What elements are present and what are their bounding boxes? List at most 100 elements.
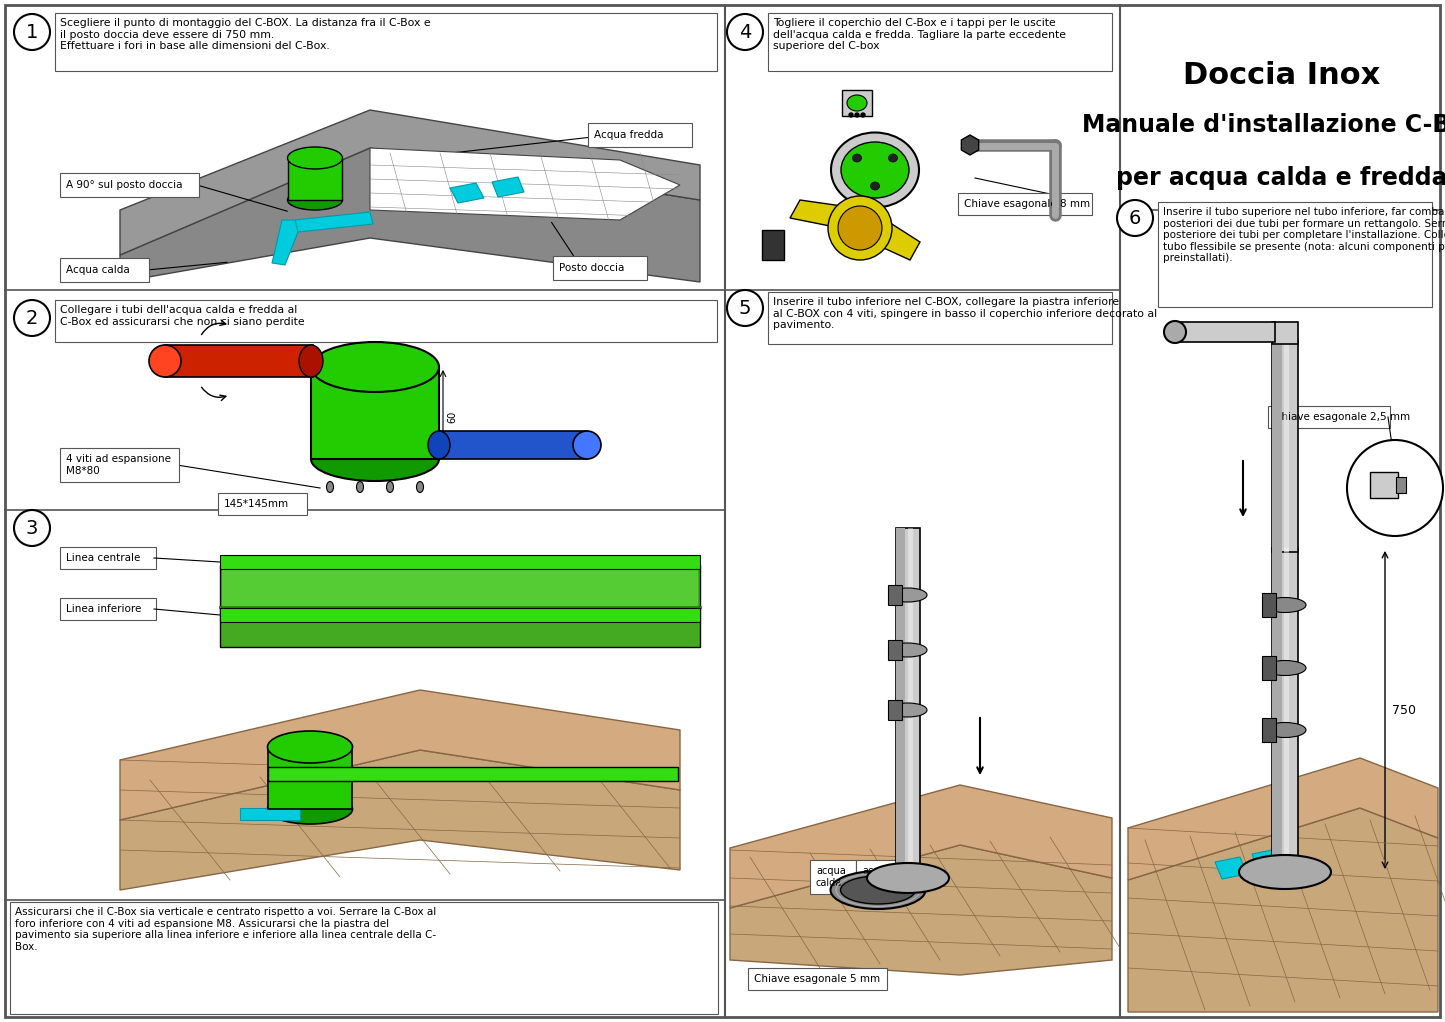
Polygon shape [120,750,681,890]
FancyBboxPatch shape [896,528,920,890]
FancyBboxPatch shape [1285,340,1289,552]
Polygon shape [491,177,525,197]
FancyBboxPatch shape [61,547,156,569]
Text: Inserire il tubo superiore nel tubo inferiore, far combaciare le linee
posterior: Inserire il tubo superiore nel tubo infe… [1163,207,1445,264]
FancyBboxPatch shape [267,747,353,809]
Polygon shape [272,220,298,265]
Ellipse shape [149,345,181,377]
Polygon shape [1251,849,1283,871]
Text: Assicurarsi che il C-Box sia verticale e centrato rispetto a voi. Serrare la C-B: Assicurarsi che il C-Box sia verticale e… [14,907,436,951]
Ellipse shape [847,95,867,111]
Circle shape [727,14,763,50]
Ellipse shape [889,154,897,162]
FancyBboxPatch shape [223,567,698,607]
Ellipse shape [831,133,919,207]
FancyBboxPatch shape [267,766,678,781]
FancyBboxPatch shape [907,528,913,890]
Ellipse shape [311,437,439,481]
Polygon shape [790,200,920,260]
FancyBboxPatch shape [1272,340,1282,552]
Polygon shape [730,785,1113,908]
FancyBboxPatch shape [220,565,699,647]
FancyBboxPatch shape [889,585,902,605]
FancyBboxPatch shape [588,123,692,147]
FancyBboxPatch shape [958,193,1092,215]
Ellipse shape [889,703,928,717]
FancyBboxPatch shape [61,598,156,620]
Ellipse shape [428,431,449,459]
FancyBboxPatch shape [1261,656,1276,680]
FancyBboxPatch shape [165,345,314,377]
FancyBboxPatch shape [55,13,717,71]
Ellipse shape [1165,321,1186,343]
Ellipse shape [1264,660,1306,676]
Text: 145*145mm: 145*145mm [224,499,289,509]
FancyBboxPatch shape [842,90,871,117]
Text: acqua
calda: acqua calda [816,867,845,888]
FancyBboxPatch shape [311,367,439,459]
Text: 2: 2 [26,309,38,327]
FancyBboxPatch shape [1261,593,1276,617]
FancyBboxPatch shape [1396,477,1406,493]
Text: Linea centrale: Linea centrale [66,553,140,563]
Text: Chiave esagonale 2,5 mm: Chiave esagonale 2,5 mm [1274,412,1410,422]
FancyBboxPatch shape [220,608,699,622]
Circle shape [727,290,763,326]
Text: 6: 6 [1129,208,1142,228]
Polygon shape [370,148,681,220]
Circle shape [14,300,51,336]
Text: 5: 5 [738,298,751,318]
Text: per acqua calda e fredda: per acqua calda e fredda [1116,166,1445,190]
FancyBboxPatch shape [1269,406,1390,428]
Text: 4: 4 [738,22,751,42]
Text: Acqua calda: Acqua calda [66,265,130,275]
FancyBboxPatch shape [1370,472,1397,498]
Ellipse shape [574,431,601,459]
Ellipse shape [853,154,861,162]
Polygon shape [1129,808,1438,1012]
Text: Acqua fredda: Acqua fredda [594,130,663,140]
Ellipse shape [1264,723,1306,738]
Polygon shape [295,212,373,232]
Text: A 90° sul posto doccia: A 90° sul posto doccia [66,180,182,190]
Polygon shape [120,148,699,282]
Ellipse shape [1264,598,1306,612]
Text: Doccia Inox: Doccia Inox [1183,60,1380,90]
Ellipse shape [1238,855,1331,889]
FancyBboxPatch shape [1272,322,1298,344]
Ellipse shape [870,182,880,190]
FancyBboxPatch shape [10,902,718,1014]
Polygon shape [120,110,699,256]
Text: Chiave esagonale 8 mm: Chiave esagonale 8 mm [964,199,1090,210]
Text: Collegare i tubi dell'acqua calda e fredda al
C-Box ed assicurarsi che non ci si: Collegare i tubi dell'acqua calda e fred… [61,305,305,327]
FancyBboxPatch shape [896,528,905,890]
FancyBboxPatch shape [889,700,902,721]
FancyBboxPatch shape [1175,322,1274,342]
FancyBboxPatch shape [855,860,905,894]
Circle shape [1347,440,1444,536]
FancyBboxPatch shape [1272,548,1298,880]
FancyBboxPatch shape [762,230,785,260]
FancyBboxPatch shape [55,300,717,342]
Circle shape [1117,200,1153,236]
Text: 4 viti ad espansione
M8*80: 4 viti ad espansione M8*80 [66,454,171,476]
Ellipse shape [386,481,393,493]
Ellipse shape [299,345,324,377]
Ellipse shape [267,794,353,824]
Ellipse shape [841,142,909,198]
FancyBboxPatch shape [61,258,149,282]
Ellipse shape [288,190,342,210]
FancyBboxPatch shape [767,13,1113,71]
Text: Linea inferiore: Linea inferiore [66,604,142,614]
FancyBboxPatch shape [4,5,1441,1017]
Polygon shape [120,690,681,820]
FancyBboxPatch shape [749,968,887,990]
Text: Manuale d'installazione C-Box: Manuale d'installazione C-Box [1082,113,1445,137]
Circle shape [861,113,866,117]
FancyBboxPatch shape [889,640,902,660]
FancyBboxPatch shape [61,173,199,197]
Circle shape [828,196,892,260]
Text: Scegliere il punto di montaggio del C-BOX. La distanza fra il C-Box e
il posto d: Scegliere il punto di montaggio del C-BO… [61,18,431,51]
FancyBboxPatch shape [767,292,1113,344]
FancyBboxPatch shape [1272,548,1282,880]
